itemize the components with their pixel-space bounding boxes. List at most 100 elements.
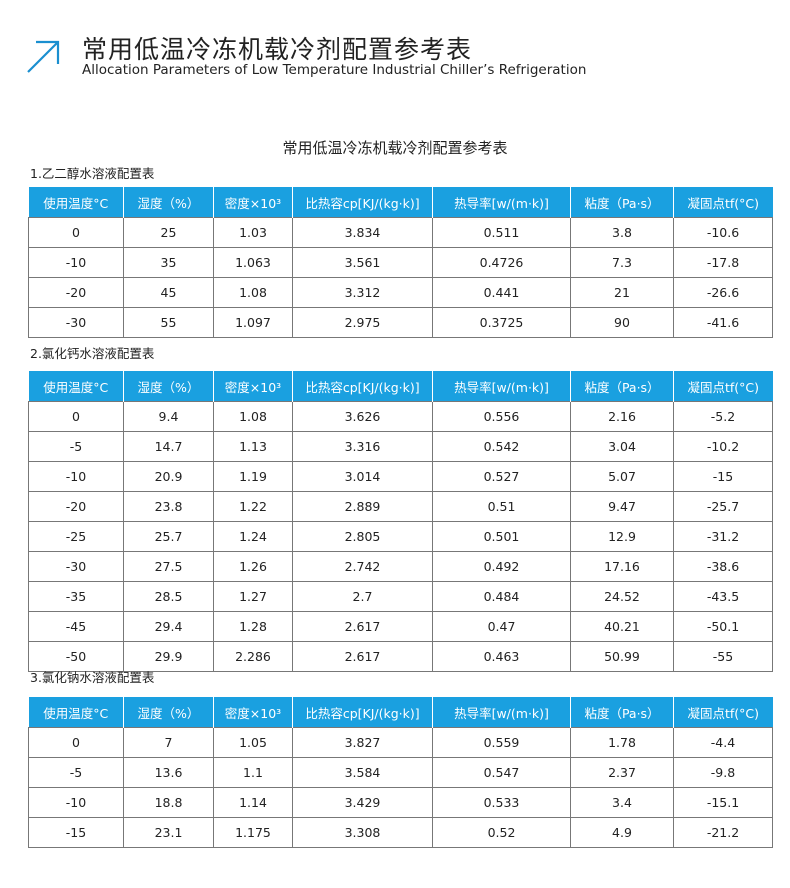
table-cell: 1.097: [213, 307, 293, 338]
table-cell: 2.742: [292, 551, 433, 582]
table-cell: 0.3725: [432, 307, 571, 338]
table-cell: -41.6: [673, 307, 773, 338]
table-cell: 0.556: [432, 401, 571, 432]
table-cell: -45: [28, 611, 124, 642]
table-cell: 29.4: [123, 611, 214, 642]
table-cell: 45: [123, 277, 214, 308]
table-cell: 3.429: [292, 787, 433, 818]
table-cell: 14.7: [123, 431, 214, 462]
table-cell: 1.175: [213, 817, 293, 848]
table-row: -20 23.8 1.22 2.889 0.51 9.47 -25.7: [28, 491, 773, 522]
table-cell: -30: [28, 307, 124, 338]
data-table: 使用温度°C 湿度（%） 密度×10³ 比热容cp[KJ/(kg·k)] 热导率[w/(…: [28, 187, 773, 338]
table-cell: 5.07: [570, 461, 674, 492]
table-cell: -26.6: [673, 277, 773, 308]
table-cell: 0.47: [432, 611, 571, 642]
table-cell: -31.2: [673, 521, 773, 552]
table-row: -35 28.5 1.27 2.7 0.484 24.52 -43.5: [28, 581, 773, 612]
table-cell: 27.5: [123, 551, 214, 582]
table-cell: 17.16: [570, 551, 674, 582]
table-cell: 0.511: [432, 217, 571, 248]
table-cell: 0: [28, 401, 124, 432]
header-title-en: Allocation Parameters of Low Temperature…: [82, 62, 587, 78]
table-cell: 50.99: [570, 641, 674, 672]
table-row: -25 25.7 1.24 2.805 0.501 12.9 -31.2: [28, 521, 773, 552]
table-cell: -4.4: [673, 727, 773, 758]
column-header: 热导率[w/(m·k)]: [432, 697, 571, 728]
table-cell: -35: [28, 581, 124, 612]
table-row: 0 7 1.05 3.827 0.559 1.78 -4.4: [28, 727, 773, 758]
table-cell: 9.47: [570, 491, 674, 522]
table-cell: 12.9: [570, 521, 674, 552]
table-cell: 35: [123, 247, 214, 278]
table-row: -10 35 1.063 3.561 0.4726 7.3 -17.8: [28, 247, 773, 278]
table-cell: 0.547: [432, 757, 571, 788]
table-cell: 55: [123, 307, 214, 338]
column-header: 比热容cp[KJ/(kg·k)]: [292, 187, 433, 218]
table-cell: 1.03: [213, 217, 293, 248]
table-cell: 2.286: [213, 641, 293, 672]
column-header: 粘度（Pa·s）: [570, 371, 674, 402]
table-header-row: 使用温度°C 湿度（%） 密度×10³ 比热容cp[KJ/(kg·k)] 热导率[w/(…: [28, 697, 773, 728]
table-cell: 24.52: [570, 581, 674, 612]
column-header: 湿度（%）: [123, 371, 214, 402]
table-cell: 0.492: [432, 551, 571, 582]
table-row: -50 29.9 2.286 2.617 0.463 50.99 -55: [28, 641, 773, 672]
table-cell: 1.08: [213, 277, 293, 308]
table-cell: 1.22: [213, 491, 293, 522]
table-cell: 1.19: [213, 461, 293, 492]
table-cell: 13.6: [123, 757, 214, 788]
column-header: 热导率[w/(m·k)]: [432, 187, 571, 218]
table-cell: 90: [570, 307, 674, 338]
column-header: 凝固点tf(°C): [673, 697, 773, 728]
table-cell: 0.542: [432, 431, 571, 462]
table-cell: -9.8: [673, 757, 773, 788]
table-cell: -10.2: [673, 431, 773, 462]
table-cell: 1.28: [213, 611, 293, 642]
table-cell: -43.5: [673, 581, 773, 612]
table-header-row: 使用温度°C 湿度（%） 密度×10³ 比热容cp[KJ/(kg·k)] 热导率[w/(…: [28, 371, 773, 402]
table-cell: 0.527: [432, 461, 571, 492]
table-cell: 3.316: [292, 431, 433, 462]
table-cell: -25: [28, 521, 124, 552]
table-cell: -5.2: [673, 401, 773, 432]
table-cell: -10: [28, 247, 124, 278]
table-cell: 0.533: [432, 787, 571, 818]
table-cell: 0.4726: [432, 247, 571, 278]
table-cell: -15: [673, 461, 773, 492]
column-header: 使用温度°C: [28, 697, 124, 728]
table-cell: 3.561: [292, 247, 433, 278]
table-row: 0 9.4 1.08 3.626 0.556 2.16 -5.2: [28, 401, 773, 432]
data-table: 使用温度°C 湿度（%） 密度×10³ 比热容cp[KJ/(kg·k)] 热导率[w/(…: [28, 371, 773, 672]
table-cell: 2.617: [292, 641, 433, 672]
table-row: -45 29.4 1.28 2.617 0.47 40.21 -50.1: [28, 611, 773, 642]
table-cell: 2.617: [292, 611, 433, 642]
table-row: -30 55 1.097 2.975 0.3725 90 -41.6: [28, 307, 773, 338]
table-cell: 29.9: [123, 641, 214, 672]
column-header: 比热容cp[KJ/(kg·k)]: [292, 697, 433, 728]
arrow-up-right-icon: [27, 40, 60, 73]
table-cell: -38.6: [673, 551, 773, 582]
table-cell: 0.51: [432, 491, 571, 522]
table-cell: 25.7: [123, 521, 214, 552]
table-cell: 0.501: [432, 521, 571, 552]
table-cell: 20.9: [123, 461, 214, 492]
table-cell: 2.805: [292, 521, 433, 552]
table-cell: -20: [28, 491, 124, 522]
column-header: 密度×10³: [213, 697, 293, 728]
column-header: 凝固点tf(°C): [673, 371, 773, 402]
column-header: 湿度（%）: [123, 697, 214, 728]
column-header: 湿度（%）: [123, 187, 214, 218]
table-cell: -50.1: [673, 611, 773, 642]
table-cell: 7: [123, 727, 214, 758]
column-header: 凝固点tf(°C): [673, 187, 773, 218]
table-cell: 7.3: [570, 247, 674, 278]
data-table: 使用温度°C 湿度（%） 密度×10³ 比热容cp[KJ/(kg·k)] 热导率[w/(…: [28, 697, 773, 848]
column-header: 密度×10³: [213, 187, 293, 218]
table-cell: 3.4: [570, 787, 674, 818]
table-row: 0 25 1.03 3.834 0.511 3.8 -10.6: [28, 217, 773, 248]
table-cell: 18.8: [123, 787, 214, 818]
table-cell: 2.16: [570, 401, 674, 432]
table-cell: 2.37: [570, 757, 674, 788]
table-cell: 0.52: [432, 817, 571, 848]
